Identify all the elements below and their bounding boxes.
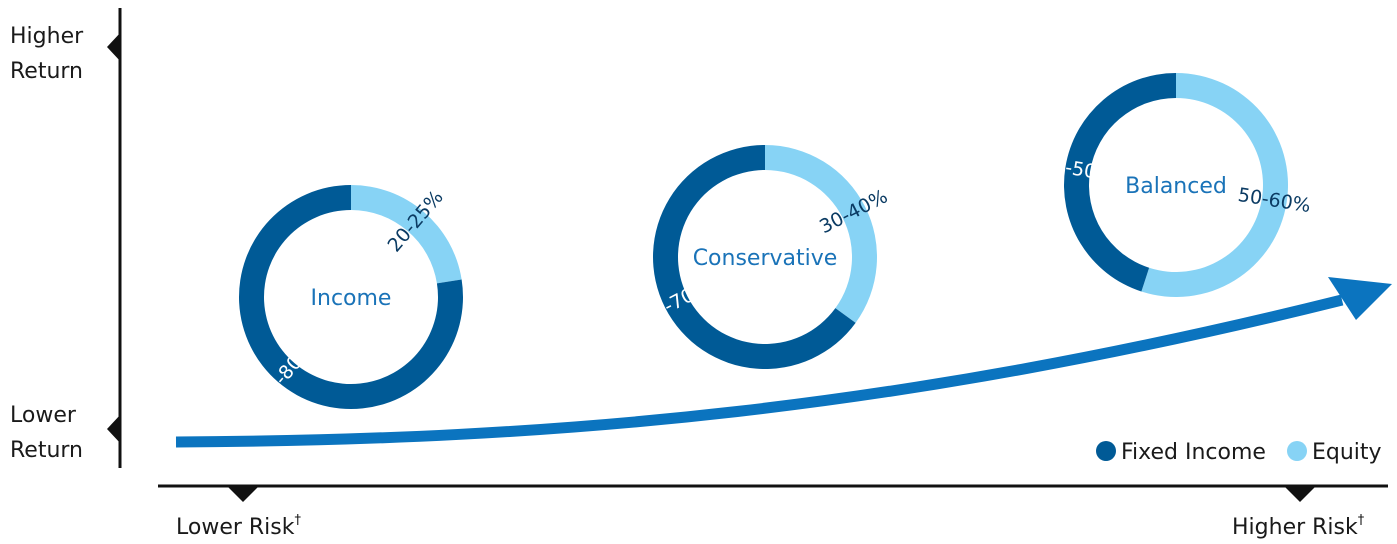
slice-equity-income: [351, 185, 462, 284]
y-axis-tick-bottom: [107, 414, 121, 444]
slice-equity-conservative: [765, 145, 878, 323]
donut-name-balanced: Balanced: [1125, 174, 1227, 199]
y-axis-tick-top: [107, 32, 121, 62]
donut-name-conservative: Conservative: [693, 246, 838, 271]
x-left-dagger: †: [295, 513, 302, 528]
x-right-dagger: †: [1358, 513, 1365, 528]
x-axis-tick-left: [228, 487, 258, 502]
risk-return-arrowhead: [1328, 277, 1392, 320]
legend-fixed-income-swatch: [1096, 441, 1116, 461]
x-axis-tick-right: [1285, 487, 1315, 502]
legend-equity-swatch: [1287, 441, 1307, 461]
y-bottom-label-line1: Lower: [10, 403, 77, 428]
risk-return-arrow: [175, 294, 1344, 448]
y-bottom-label-line2: Return: [10, 438, 83, 463]
x-left-label-text: Lower Risk: [176, 515, 295, 540]
x-left-label: Lower Risk†: [176, 513, 302, 540]
x-right-label-text: Higher Risk: [1232, 515, 1358, 540]
y-top-label-line1: Higher: [10, 24, 84, 49]
slice-fixed-income-balanced: [1064, 73, 1177, 292]
legend-fixed-income-label: Fixed Income: [1121, 440, 1266, 465]
legend-equity-label: Equity: [1312, 440, 1382, 465]
donut-balanced: Balanced 50-60%40-50%: [1040, 73, 1312, 297]
slice-equity-balanced: [1141, 73, 1288, 297]
donut-name-income: Income: [311, 286, 392, 311]
y-top-label-line2: Return: [10, 59, 83, 84]
x-right-label: Higher Risk†: [1232, 513, 1365, 540]
